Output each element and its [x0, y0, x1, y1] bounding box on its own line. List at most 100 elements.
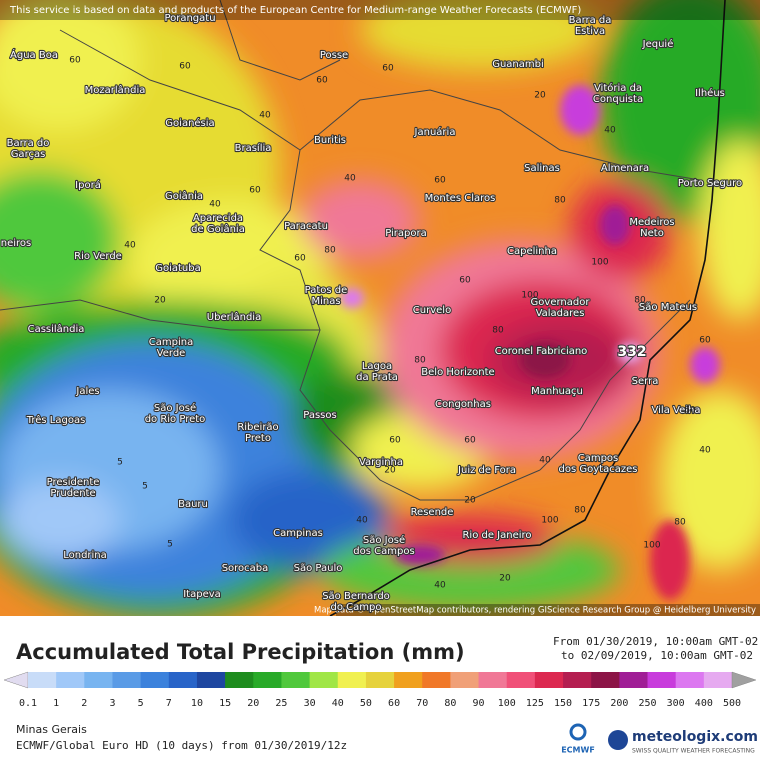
city-label: Guanambi	[492, 59, 544, 70]
contour-label: 40	[699, 446, 711, 456]
city-label: Três Lagoas	[26, 414, 86, 426]
legend-label: 50	[360, 698, 372, 709]
legend-swatch	[619, 672, 649, 688]
city-label: Campinas	[273, 528, 323, 539]
city-label: Rio de Janeiro	[462, 530, 531, 541]
city-label: Congonhas	[435, 399, 491, 410]
contour-label: 80	[634, 296, 646, 306]
city-label: Conquista	[593, 94, 643, 105]
legend-label: 25	[275, 698, 287, 709]
legend-label: 200	[610, 698, 628, 709]
legend-label: 2	[81, 698, 87, 709]
legend-swatch	[563, 672, 592, 688]
legend-swatch	[591, 672, 620, 688]
legend-swatch	[84, 672, 113, 688]
contour-label: 80	[674, 518, 686, 528]
city-label: Neto	[640, 228, 664, 239]
contour-label: 60	[316, 76, 328, 86]
contour-label: 5	[167, 540, 173, 550]
legend-label: 150	[554, 698, 572, 709]
city-label: São Paulo	[294, 563, 343, 574]
city-label: Barra do	[7, 138, 50, 149]
contour-label: 100	[591, 258, 608, 268]
city-label: Belo Horizonte	[421, 367, 494, 378]
contour-label: 60	[459, 276, 471, 286]
city-label: Brasília	[235, 142, 272, 154]
city-label: Ribeirão	[237, 422, 278, 433]
city-label: Passos	[303, 410, 336, 421]
contour-label: 40	[124, 241, 136, 251]
city-label: Campina	[149, 337, 193, 348]
contour-label: 40	[356, 516, 368, 526]
legend-swatch	[422, 672, 451, 688]
contour-label: 100	[541, 516, 558, 526]
city-label: Mozarlândia	[85, 84, 146, 96]
contour-label: 80	[324, 246, 336, 256]
city-label: Londrina	[63, 550, 107, 561]
contour-label: 20	[154, 296, 166, 306]
contour-label: 80	[414, 356, 426, 366]
contour-label: 60	[389, 436, 401, 446]
period-from: From 01/30/2019, 10:00am GMT-02	[553, 635, 758, 648]
legend-label: 0.1	[19, 698, 37, 709]
city-label: Varginha	[359, 457, 403, 468]
attribution: Map data © OpenStreetMap contributors, r…	[314, 606, 756, 616]
contour-label: 80	[492, 326, 504, 336]
contour-label: 60	[294, 254, 306, 264]
city-label: Ilhéus	[695, 87, 725, 99]
contour-label: 5	[142, 482, 148, 492]
legend-label: 400	[695, 698, 713, 709]
contour-label: 80	[554, 196, 566, 206]
legend-swatch	[28, 672, 57, 688]
contour-label: 60	[699, 336, 711, 346]
legend-swatch	[309, 672, 339, 688]
contour-label: 60	[382, 64, 394, 74]
legend-swatch	[253, 672, 282, 688]
contour-label: 60	[464, 436, 476, 446]
contour-label: 20	[534, 91, 546, 101]
brand-icon	[608, 730, 628, 750]
banner: This service is based on data and produc…	[9, 5, 581, 16]
city-label: Resende	[411, 507, 454, 518]
contour-label: 100	[643, 541, 660, 551]
city-label: Jales	[75, 386, 99, 397]
city-label: Serra	[632, 376, 659, 387]
city-label: do Campo	[331, 602, 382, 613]
legend-swatch	[225, 672, 254, 688]
city-label: Coronel Fabriciano	[495, 346, 588, 357]
legend-swatch	[337, 672, 367, 688]
city-label: Presidente	[47, 477, 100, 488]
city-label: dos Goytacazes	[559, 464, 638, 475]
contour-label: 60	[179, 62, 191, 72]
legend-swatch	[140, 672, 170, 688]
legend-label: 300	[667, 698, 685, 709]
city-label: Verde	[157, 348, 186, 359]
legend-arrow-high	[731, 671, 757, 689]
city-label: Paracatu	[284, 221, 328, 232]
city-label: Juiz de Fora	[457, 465, 516, 476]
legend-label: 60	[388, 698, 400, 709]
legend-swatch	[112, 672, 142, 688]
legend-swatch	[647, 672, 677, 688]
legend-label: 7	[166, 698, 172, 709]
city-label: Goiânia	[165, 190, 203, 202]
legend-swatch	[281, 672, 311, 688]
ecmwf-logo: ECMWF	[561, 746, 595, 755]
period-to: to 02/09/2019, 10:00am GMT-02	[561, 649, 753, 662]
legend-label: 10	[191, 698, 203, 709]
legend-label: 20	[247, 698, 259, 709]
city-label: Itapeva	[183, 589, 221, 600]
city-label: Rio Verde	[74, 251, 122, 262]
city-label: Barra da	[569, 15, 612, 26]
title: Accumulated Total Precipitation (mm)	[16, 640, 465, 664]
city-label: Garças	[11, 149, 46, 160]
city-label: Cassilândia	[28, 323, 85, 335]
contour-label: 60	[69, 56, 81, 66]
legend-label: 500	[723, 698, 741, 709]
legend-label: 100	[498, 698, 516, 709]
attribution-bg	[336, 604, 760, 616]
contour-label: 60	[684, 406, 696, 416]
city-label: Medeiros	[629, 217, 674, 228]
contour-label: 20	[499, 574, 511, 584]
